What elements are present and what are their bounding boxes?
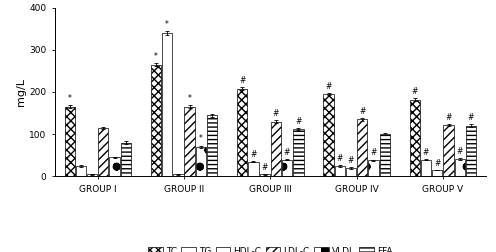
Text: #: # bbox=[273, 109, 279, 118]
Text: *: * bbox=[154, 52, 158, 61]
Bar bbox=[196, 147, 206, 176]
Bar bbox=[248, 162, 258, 176]
Text: #: # bbox=[261, 163, 268, 172]
Text: *: * bbox=[165, 20, 169, 29]
Bar bbox=[110, 158, 120, 176]
Text: #: # bbox=[468, 113, 474, 122]
Bar bbox=[271, 121, 281, 176]
Bar bbox=[335, 166, 345, 176]
Bar bbox=[293, 129, 304, 176]
Bar bbox=[151, 65, 161, 176]
Y-axis label: mg/L: mg/L bbox=[16, 78, 26, 106]
Text: #: # bbox=[295, 117, 302, 126]
Bar bbox=[173, 174, 184, 176]
Text: #: # bbox=[284, 148, 290, 156]
Text: #: # bbox=[457, 147, 463, 156]
Legend: TC, TG, HDL-C, LDL-C, VLDL, FFA: TC, TG, HDL-C, LDL-C, VLDL, FFA bbox=[144, 243, 396, 252]
Text: *: * bbox=[68, 94, 71, 103]
Bar bbox=[346, 168, 356, 176]
Bar bbox=[323, 94, 334, 176]
Bar bbox=[237, 89, 248, 176]
Bar bbox=[121, 143, 131, 176]
Bar bbox=[87, 174, 97, 176]
Bar bbox=[369, 160, 378, 176]
Text: #: # bbox=[325, 82, 332, 91]
Text: #: # bbox=[434, 159, 440, 168]
Text: *: * bbox=[187, 94, 191, 103]
Bar bbox=[466, 126, 476, 176]
Bar bbox=[357, 119, 368, 176]
Bar bbox=[410, 100, 420, 176]
Bar bbox=[455, 159, 465, 176]
Text: #: # bbox=[348, 156, 354, 165]
Bar bbox=[421, 160, 431, 176]
Bar bbox=[259, 174, 270, 176]
Bar bbox=[76, 166, 86, 176]
Text: *: * bbox=[199, 135, 203, 143]
Text: #: # bbox=[412, 87, 418, 96]
Text: #: # bbox=[250, 150, 256, 159]
Text: #: # bbox=[371, 148, 376, 158]
Bar bbox=[282, 160, 292, 176]
Bar bbox=[162, 33, 172, 176]
Text: #: # bbox=[359, 107, 366, 116]
Text: #: # bbox=[445, 113, 452, 121]
Text: #: # bbox=[239, 76, 246, 85]
Bar bbox=[379, 134, 390, 176]
Bar bbox=[98, 128, 109, 176]
Bar bbox=[185, 107, 195, 176]
Text: #: # bbox=[337, 154, 343, 163]
Bar bbox=[64, 107, 75, 176]
Bar bbox=[432, 170, 442, 176]
Bar bbox=[443, 125, 454, 176]
Text: #: # bbox=[423, 148, 429, 156]
Bar bbox=[207, 115, 217, 176]
